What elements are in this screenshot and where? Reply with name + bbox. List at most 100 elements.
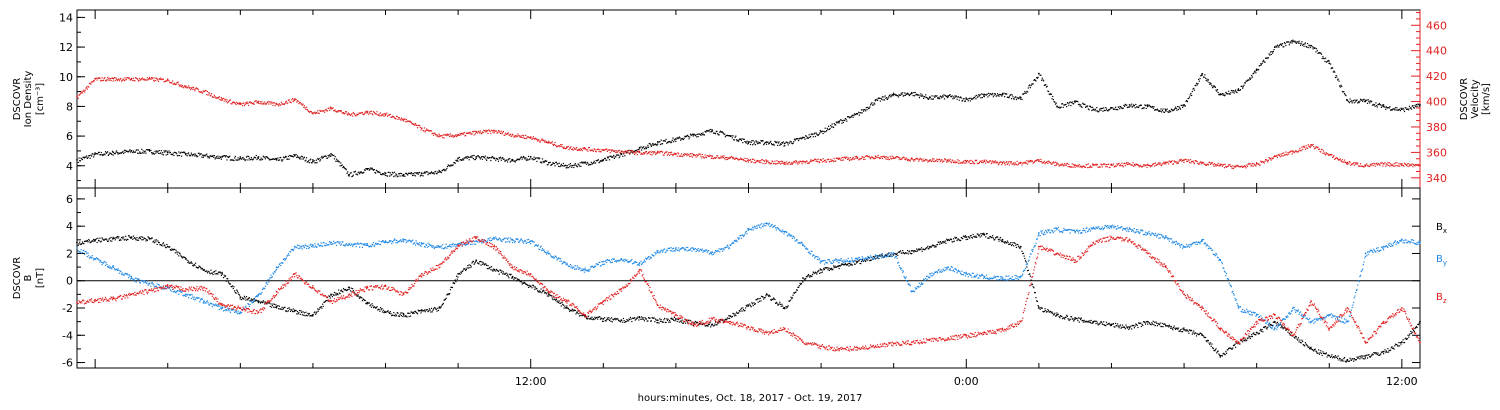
data-dot	[945, 95, 947, 97]
data-dot	[682, 322, 685, 324]
data-dot	[960, 96, 962, 98]
data-dot	[435, 308, 437, 310]
data-dot	[583, 148, 585, 150]
data-dot	[214, 158, 216, 160]
data-dot	[210, 155, 212, 157]
data-dot	[390, 313, 392, 315]
data-dot	[589, 318, 591, 320]
data-dot	[1264, 160, 1266, 162]
data-dot	[1146, 166, 1148, 169]
data-dot	[239, 156, 241, 158]
data-dot	[1187, 159, 1189, 161]
data-dot	[934, 95, 937, 97]
data-dot	[1016, 97, 1018, 99]
data-dot	[566, 305, 568, 307]
data-dot	[317, 110, 319, 112]
data-dot	[516, 280, 518, 282]
data-dot	[1343, 161, 1345, 163]
data-dot	[246, 298, 248, 300]
data-dot	[90, 154, 92, 156]
data-dot	[1415, 103, 1418, 106]
data-point	[566, 164, 568, 167]
data-dot	[946, 95, 948, 97]
data-dot	[148, 149, 151, 151]
data-dot	[1078, 163, 1080, 166]
data-dot	[696, 136, 698, 138]
data-dot	[822, 158, 824, 160]
data-dot	[193, 153, 195, 155]
data-dot	[623, 151, 625, 153]
data-dot	[882, 155, 884, 157]
data-dot	[85, 240, 87, 242]
data-dot	[180, 84, 182, 86]
data-dot	[1153, 162, 1155, 165]
data-dot	[238, 158, 241, 160]
data-dot	[700, 321, 702, 323]
data-dot	[609, 318, 611, 320]
data-dot	[188, 262, 190, 264]
data-dot	[599, 161, 601, 163]
data-dot	[689, 319, 692, 322]
data-dot	[389, 311, 391, 313]
data-dot	[580, 161, 583, 163]
data-dot	[1199, 77, 1201, 80]
data-dot	[1369, 165, 1371, 168]
data-dot	[591, 316, 593, 318]
data-dot	[529, 286, 531, 288]
data-dot	[1068, 163, 1070, 165]
data-dot	[464, 135, 466, 137]
data-dot	[1244, 165, 1246, 167]
data-dot	[1112, 108, 1115, 110]
data-dot	[122, 79, 124, 81]
data-dot	[892, 92, 895, 94]
data-dot	[762, 140, 764, 142]
data-dot	[113, 77, 116, 79]
data-dot	[1267, 57, 1270, 59]
data-dot	[297, 100, 299, 102]
data-dot	[379, 310, 381, 312]
data-dot	[872, 157, 874, 159]
data-dot	[600, 317, 602, 319]
data-dot	[1214, 164, 1216, 166]
data-dot	[1185, 158, 1187, 161]
data-dot	[114, 79, 116, 82]
data-dot	[117, 78, 119, 81]
data-dot	[164, 80, 166, 82]
data-dot	[248, 157, 250, 159]
data-dot	[159, 78, 161, 80]
data-dot	[1120, 165, 1122, 167]
data-dot	[959, 96, 961, 99]
data-dot	[1194, 160, 1196, 162]
data-dot	[312, 113, 314, 115]
data-dot	[236, 159, 239, 161]
data-dot	[764, 142, 766, 144]
data-dot	[79, 160, 81, 162]
data-dot	[501, 133, 503, 135]
data-dot	[1362, 100, 1364, 102]
data-dot	[866, 109, 868, 111]
data-dot	[816, 159, 818, 161]
data-dot	[277, 157, 279, 159]
data-dot	[898, 158, 900, 160]
data-dot	[874, 103, 876, 105]
data-dot	[610, 317, 613, 319]
data-dot	[845, 118, 847, 120]
data-dot	[302, 158, 304, 160]
data-dot	[218, 97, 220, 99]
data-dot	[916, 158, 918, 160]
data-dot	[1077, 165, 1080, 167]
data-dot	[176, 253, 179, 255]
data-dot	[1218, 93, 1220, 96]
data-dot	[126, 76, 128, 79]
data-dot	[461, 270, 463, 272]
data-dot	[1221, 165, 1223, 167]
data-dot	[259, 159, 261, 161]
data-dot	[203, 91, 205, 93]
data-dot	[1089, 105, 1091, 107]
data-dot	[1296, 151, 1298, 153]
data-dot	[571, 165, 574, 167]
data-dot	[178, 252, 181, 254]
data-dot	[203, 269, 205, 271]
data-dot	[1089, 166, 1091, 168]
data-dot	[251, 102, 253, 105]
